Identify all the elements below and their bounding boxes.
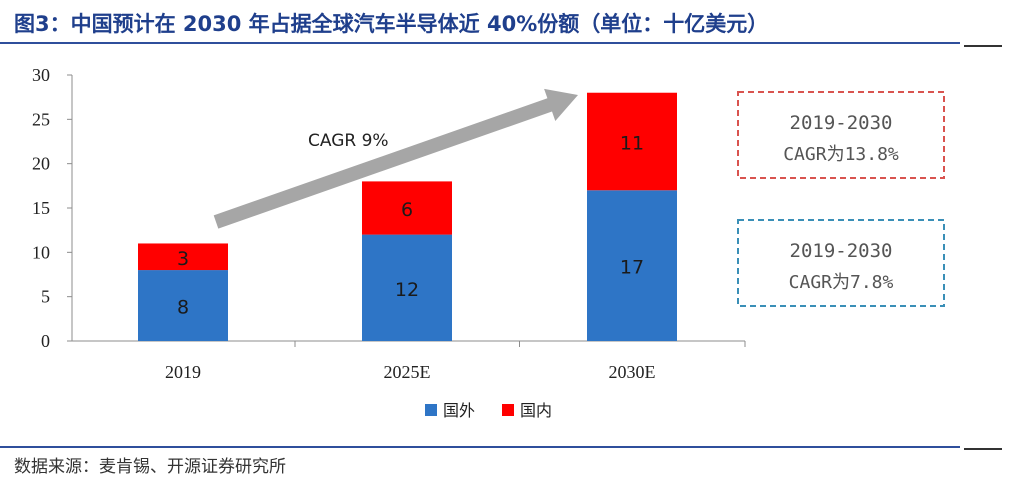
x-tick-label: 2030E [609, 362, 656, 382]
cagr-callout-rate: CAGR为7.8% [789, 272, 894, 293]
chart-title: 图3：中国预计在 2030 年占据全球汽车半导体近 40%份额（单位：十亿美元） [14, 12, 769, 36]
legend: 国外 国内 [425, 401, 552, 420]
y-tick-label: 25 [32, 109, 50, 129]
bar-segment-domestic [362, 181, 452, 235]
x-tick-label: 2019 [165, 362, 201, 382]
cagr-callout-box [737, 219, 945, 307]
cagr-callout-period: 2019-2030 [790, 112, 893, 134]
bar-value-labels: 8 3 12 6 17 11 [177, 133, 644, 319]
cagr-callout-box [737, 91, 945, 179]
y-tick-label: 10 [32, 242, 50, 262]
footer-divider [0, 446, 960, 448]
cagr-arrow-label: CAGR 9% [308, 131, 389, 151]
y-tick-label: 30 [32, 65, 50, 85]
bar-segment-domestic [587, 92, 677, 191]
footer-divider-end [964, 448, 1002, 450]
legend-swatch [425, 404, 437, 416]
cagr-arrow-shape [213, 88, 578, 229]
title-divider [0, 42, 960, 44]
title-divider-end [964, 45, 1002, 47]
bar-value-label: 3 [177, 248, 189, 270]
bar-value-label: 8 [177, 297, 189, 319]
data-source-note: 数据来源：麦肯锡、开源证券研究所 [14, 457, 286, 477]
bar-value-label: 12 [395, 279, 419, 301]
y-tick-label: 20 [32, 154, 50, 174]
cagr-callouts: 2019-2030 CAGR为13.8% 2019-2030 CAGR为7.8% [737, 91, 945, 307]
cagr-callout-rate: CAGR为13.8% [783, 144, 899, 165]
bar-value-label: 6 [401, 199, 413, 221]
legend-label: 国外 [443, 401, 475, 420]
cagr-callout-period: 2019-2030 [790, 240, 893, 262]
y-tick-label: 15 [32, 198, 50, 218]
bar-segment-overseas [587, 190, 677, 341]
legend-label: 国内 [520, 401, 552, 420]
x-tick-label: 2025E [384, 362, 431, 382]
bar-segment-domestic [138, 243, 228, 271]
bar-segment-overseas [138, 270, 228, 341]
bars [138, 92, 677, 341]
bar-segment-overseas [362, 234, 452, 341]
y-tick-labels: 0 5 10 15 20 25 30 [32, 65, 50, 351]
y-tick-label: 0 [41, 331, 50, 351]
cagr-arrow [213, 88, 578, 229]
stacked-bar-chart: 0 5 10 15 20 25 30 8 3 12 6 17 11 2019 2025E 2030E CA… [32, 65, 945, 420]
x-tick-labels: 2019 2025E 2030E [165, 362, 656, 382]
bar-value-label: 17 [620, 257, 644, 279]
y-tick-label: 5 [41, 287, 50, 307]
bar-value-label: 11 [620, 133, 644, 155]
legend-swatch [502, 404, 514, 416]
